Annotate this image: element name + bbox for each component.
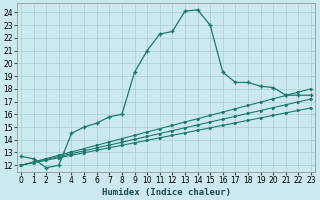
X-axis label: Humidex (Indice chaleur): Humidex (Indice chaleur) [101,188,231,197]
